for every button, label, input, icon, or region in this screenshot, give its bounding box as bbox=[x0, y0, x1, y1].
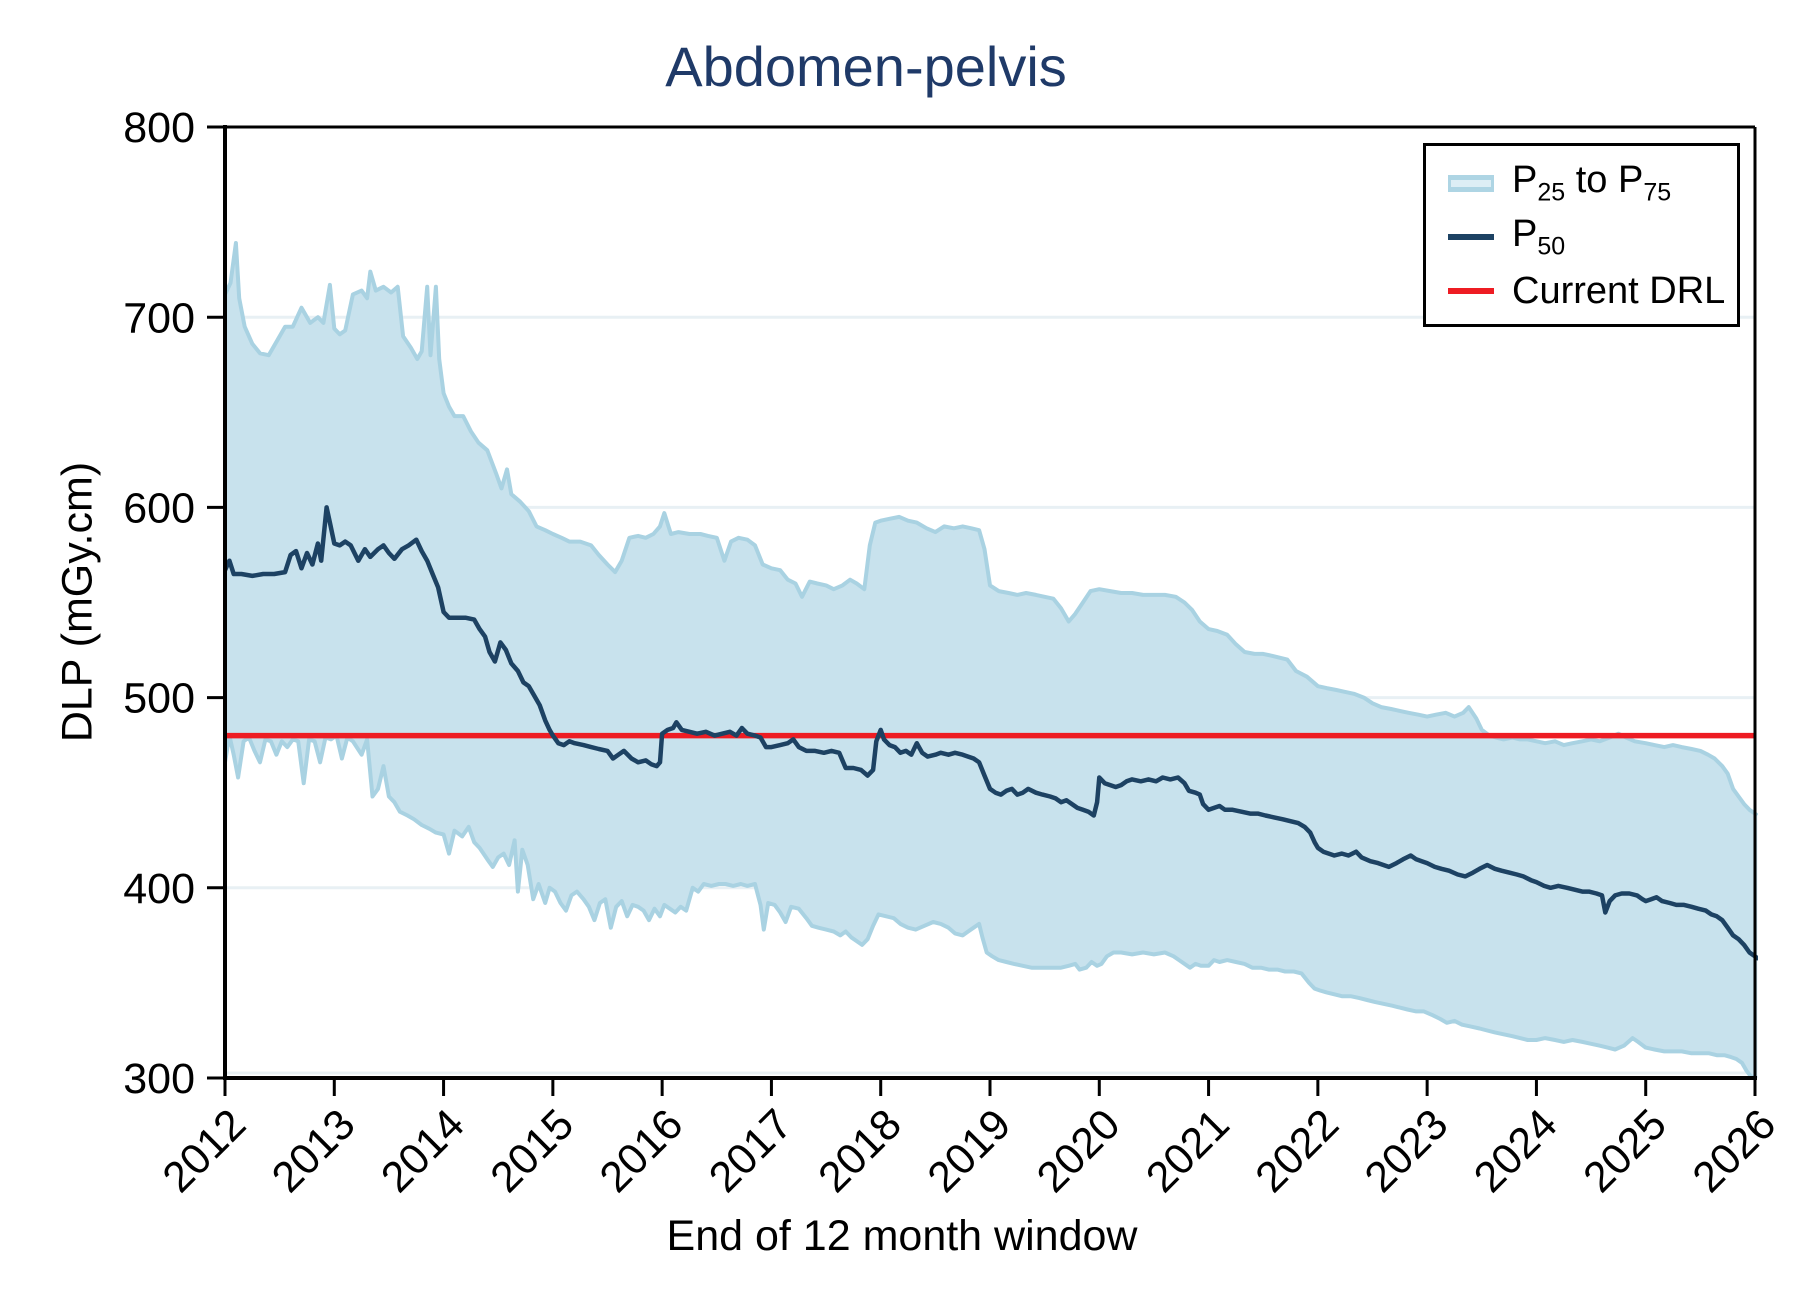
svg-text:2024: 2024 bbox=[1465, 1100, 1567, 1202]
median-line-swatch-icon bbox=[1448, 234, 1494, 240]
drl-line-swatch-icon bbox=[1448, 288, 1494, 294]
svg-text:2012: 2012 bbox=[154, 1100, 256, 1202]
legend: P25 to P75 P50 Current DRL bbox=[1423, 143, 1740, 327]
svg-text:700: 700 bbox=[123, 294, 195, 342]
chart-title: Abdomen-pelvis bbox=[665, 35, 1067, 98]
svg-text:300: 300 bbox=[123, 1055, 195, 1103]
band-swatch-icon bbox=[1448, 174, 1494, 192]
svg-text:2021: 2021 bbox=[1137, 1100, 1239, 1202]
svg-text:800: 800 bbox=[123, 104, 195, 152]
svg-text:2020: 2020 bbox=[1028, 1100, 1130, 1202]
svg-text:2018: 2018 bbox=[809, 1100, 911, 1202]
y-axis-title: DLP (mGy.cm) bbox=[53, 461, 102, 743]
x-axis-title: End of 12 month window bbox=[666, 1212, 1138, 1260]
svg-text:400: 400 bbox=[123, 865, 195, 913]
legend-item-band: P25 to P75 bbox=[1426, 156, 1737, 210]
svg-text:2013: 2013 bbox=[263, 1100, 365, 1202]
legend-item-drl: Current DRL bbox=[1426, 264, 1737, 318]
legend-label-band: P25 to P75 bbox=[1512, 158, 1672, 207]
svg-text:2016: 2016 bbox=[591, 1100, 693, 1202]
svg-text:2019: 2019 bbox=[919, 1100, 1021, 1202]
svg-text:2015: 2015 bbox=[481, 1100, 583, 1202]
legend-label-median: P50 bbox=[1512, 212, 1566, 261]
svg-text:2022: 2022 bbox=[1246, 1100, 1348, 1202]
svg-text:2014: 2014 bbox=[372, 1100, 474, 1202]
svg-text:2023: 2023 bbox=[1356, 1100, 1458, 1202]
legend-label-drl: Current DRL bbox=[1512, 269, 1726, 312]
legend-item-median: P50 bbox=[1426, 210, 1737, 264]
svg-text:2026: 2026 bbox=[1684, 1100, 1786, 1202]
svg-text:2025: 2025 bbox=[1574, 1100, 1676, 1202]
svg-text:500: 500 bbox=[123, 675, 195, 723]
svg-text:2017: 2017 bbox=[700, 1100, 802, 1202]
svg-text:600: 600 bbox=[123, 484, 195, 532]
